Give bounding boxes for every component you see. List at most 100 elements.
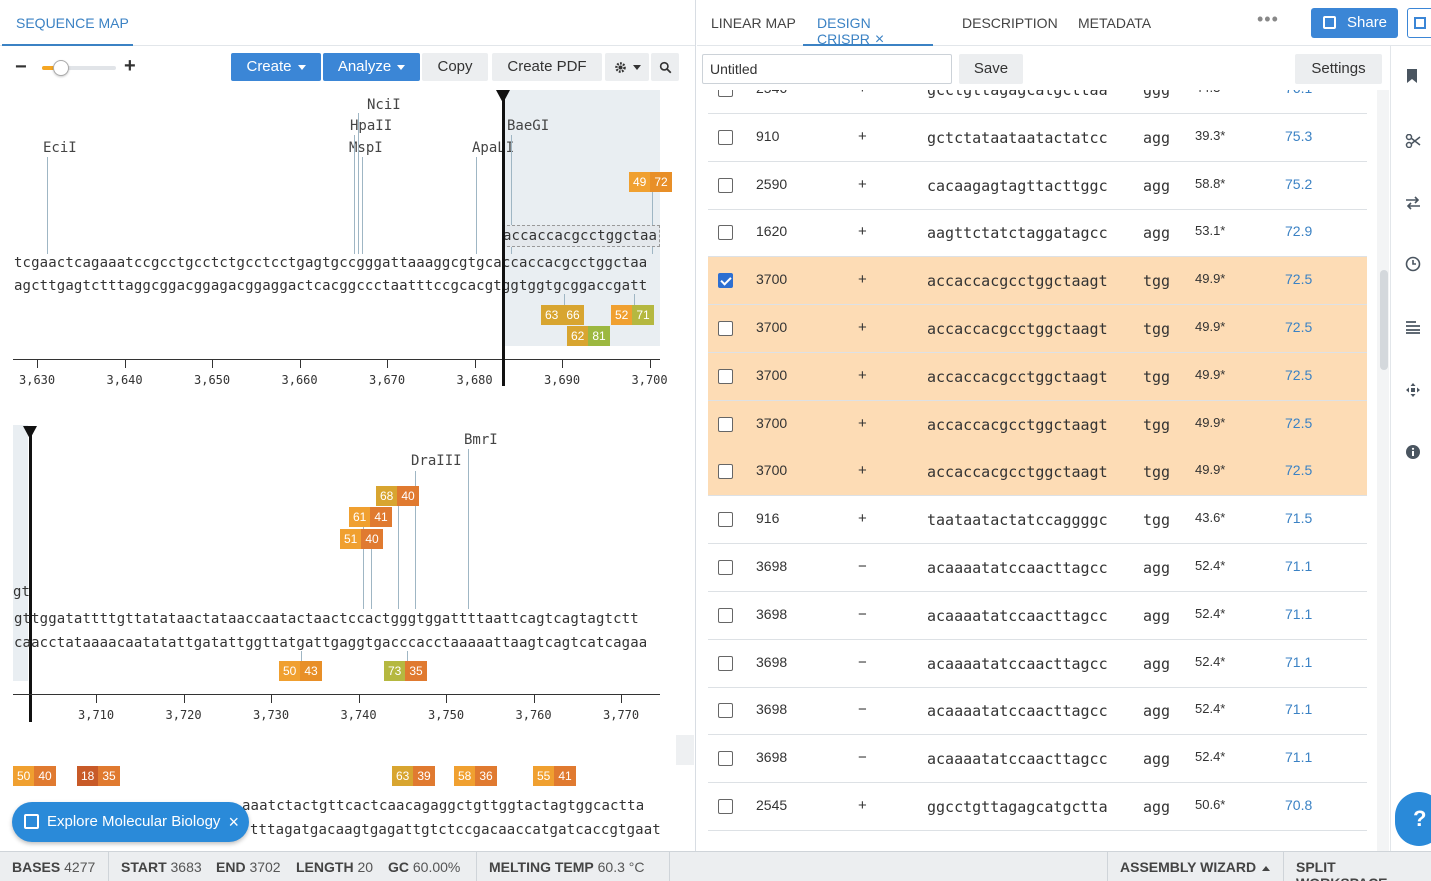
table-row[interactable]: 3700 + accaccacgcctggctaagt tgg 49.9* 72.5 [708, 352, 1367, 401]
split-workspace-button[interactable]: SPLIT WORKSPACE [1283, 852, 1431, 881]
enzyme-label-mspi[interactable]: MspI [349, 140, 383, 156]
crispr-score-badge[interactable]: 55 41 [533, 766, 576, 786]
crispr-score-badge[interactable]: 73 35 [384, 661, 427, 681]
share-button[interactable]: Share [1311, 8, 1398, 38]
row-checkbox[interactable] [718, 273, 733, 289]
scissors-icon[interactable] [1405, 134, 1421, 148]
close-icon[interactable]: × [228, 812, 239, 832]
tab-linear-map[interactable]: LINEAR MAP [711, 15, 796, 31]
bookmark-icon[interactable] [1405, 68, 1419, 84]
row-checkbox[interactable] [718, 177, 733, 193]
help-button[interactable]: ? [1395, 792, 1431, 846]
table-row[interactable]: 2590 + cacaagagtagttacttggc agg 58.8* 75.2 [708, 162, 1367, 210]
duplicate-button[interactable] [1407, 8, 1431, 38]
row-checkbox[interactable] [718, 799, 733, 814]
settings-dropdown-button[interactable] [605, 53, 649, 81]
crispr-score-badge[interactable]: 58 36 [454, 766, 497, 786]
crispr-score-badge[interactable]: 51 40 [340, 529, 383, 549]
more-options-icon[interactable]: ••• [1257, 9, 1279, 29]
table-row[interactable]: 2546 + gcctgttagagcatgcttaa ggg 44.3* 76.1 [708, 90, 1367, 114]
create-pdf-button[interactable]: Create PDF [492, 53, 602, 81]
create-button[interactable]: Create [231, 53, 321, 81]
top-strand-sequence[interactable]: gttggatattttgttatataactataaccaatactaactc… [14, 611, 639, 627]
table-row[interactable]: 3700 + accaccacgcctggctaagt tgg 49.9* 72.5 [708, 257, 1367, 306]
crispr-score-badge[interactable]: 63 66 [541, 305, 584, 325]
bottom-strand-sequence[interactable]: caacctataaaacaatatattgatattggttatgattgag… [14, 635, 648, 651]
table-row[interactable]: 3698 − acaaaatatccaacttagcc agg 52.4* 71.1 [708, 735, 1367, 784]
crispr-score-badge[interactable]: 52 71 [611, 305, 654, 325]
table-row[interactable]: 3700 + accaccacgcctggctaagt tgg 49.9* 72.5 [708, 400, 1367, 449]
move-icon[interactable] [1405, 382, 1421, 398]
crispr-score-badge[interactable]: 50 43 [279, 661, 322, 681]
enzyme-label-ecii[interactable]: EciI [43, 140, 77, 156]
table-row[interactable]: 3700 + accaccacgcctggctaagt tgg 49.9* 72.5 [708, 448, 1367, 497]
row-checkbox[interactable] [718, 129, 733, 145]
tab-sequence-map[interactable]: SEQUENCE MAP [2, 0, 133, 46]
copy-button[interactable]: Copy [422, 53, 488, 81]
row-checkbox[interactable] [718, 512, 733, 528]
row-checkbox[interactable] [718, 560, 733, 575]
sequence-view[interactable]: EciI NciI HpaII MspI ApaLI BaeGI 49 72 ac… [0, 90, 676, 851]
enzyme-label-hpaii[interactable]: HpaII [350, 118, 393, 134]
guide-sequence-cell: acaaaatatccaacttagcc [927, 606, 1108, 625]
row-checkbox[interactable] [718, 90, 733, 97]
explore-molecular-biology-button[interactable]: Explore Molecular Biology × [12, 802, 249, 842]
design-name-input[interactable] [702, 54, 952, 84]
tab-design-crispr[interactable]: DESIGN CRISPR × [803, 0, 933, 48]
info-icon[interactable] [1405, 444, 1421, 460]
table-row[interactable]: 3698 − acaaaatatccaacttagcc agg 52.4* 71.1 [708, 544, 1367, 592]
badge-right-value: 43 [300, 661, 322, 681]
tab-description[interactable]: DESCRIPTION [962, 15, 1058, 31]
enzyme-label-bmri[interactable]: BmrI [464, 432, 498, 448]
scrollbar[interactable] [676, 735, 694, 765]
table-row[interactable]: 3698 − acaaaatatccaacttagcc agg 52.4* 71.1 [708, 687, 1367, 736]
crispr-score-badge[interactable]: 49 72 [629, 172, 672, 192]
top-strand-sequence[interactable]: tcgaactcagaaatccgcctgcctctgcctcctgagtgcc… [14, 255, 648, 271]
table-row[interactable]: 916 + taataatactatccaggggc tgg 43.6* 71.5 [708, 496, 1367, 545]
table-row[interactable]: 3698 − acaaaatatccaacttagcc agg 52.4* 71.1 [708, 592, 1367, 640]
tab-metadata[interactable]: METADATA [1078, 15, 1152, 31]
zoom-slider-track[interactable] [42, 66, 116, 70]
bottom-strand-sequence[interactable]: agcttgagtctttaggcggacggagacggaggactcacgg… [14, 278, 648, 294]
crispr-score-badge[interactable]: 68 40 [376, 486, 419, 506]
zoom-out-button[interactable]: − [15, 56, 27, 78]
swap-icon[interactable] [1405, 196, 1421, 210]
table-row[interactable]: 1620 + aagttctatctaggatagcc agg 53.1* 72.9 [708, 209, 1367, 258]
table-row[interactable]: 910 + gctctataataatactatcc agg 39.3* 75.3 [708, 114, 1367, 162]
enzyme-label-ncii[interactable]: NciI [367, 97, 401, 113]
row-checkbox[interactable] [718, 607, 733, 623]
settings-button[interactable]: Settings [1295, 54, 1382, 84]
scrollbar[interactable] [1377, 90, 1389, 851]
enzyme-label-apali[interactable]: ApaLI [472, 140, 515, 156]
crispr-score-badge[interactable]: 62 81 [567, 326, 610, 346]
analyze-button[interactable]: Analyze [323, 53, 420, 81]
crispr-score-badge[interactable]: 50 40 [13, 766, 56, 786]
row-checkbox[interactable] [718, 321, 733, 336]
row-checkbox[interactable] [718, 464, 733, 480]
crispr-score-badge[interactable]: 63 39 [392, 766, 435, 786]
row-checkbox[interactable] [718, 225, 733, 241]
table-row[interactable]: 3700 + accaccacgcctggctaagt tgg 49.9* 72.5 [708, 305, 1367, 353]
scrollbar-thumb[interactable] [1380, 270, 1388, 370]
bottom-strand-sequence[interactable]: tttagatgacaagtgagattgtctccgacaaccatgatca… [250, 822, 661, 838]
enzyme-label-baegi[interactable]: BaeGI [507, 118, 550, 134]
row-checkbox[interactable] [718, 416, 733, 432]
zoom-in-button[interactable]: + [124, 55, 136, 77]
history-icon[interactable] [1405, 256, 1421, 272]
close-icon[interactable]: × [874, 31, 885, 48]
enzyme-label-draiii[interactable]: DraIII [411, 453, 462, 469]
table-row[interactable]: 2545 + ggcctgttagagcatgctta agg 50.6* 70.8 [708, 783, 1367, 831]
assembly-wizard-button[interactable]: ASSEMBLY WIZARD [1107, 852, 1282, 881]
top-strand-sequence[interactable]: aaatctactgttcactcaacagaggctgttggtactagtg… [242, 798, 645, 814]
row-checkbox[interactable] [718, 703, 733, 719]
row-checkbox[interactable] [718, 751, 733, 767]
crispr-score-badge[interactable]: 61 41 [349, 507, 392, 527]
search-button[interactable] [651, 53, 679, 81]
row-checkbox[interactable] [718, 655, 733, 671]
save-button[interactable]: Save [959, 54, 1023, 84]
row-checkbox[interactable] [718, 368, 733, 384]
table-row[interactable]: 3698 − acaaaatatccaacttagcc agg 52.4* 71.1 [708, 640, 1367, 688]
crispr-score-badge[interactable]: 18 35 [77, 766, 120, 786]
zoom-slider-handle[interactable] [53, 60, 69, 76]
align-lines-icon[interactable] [1405, 320, 1421, 334]
